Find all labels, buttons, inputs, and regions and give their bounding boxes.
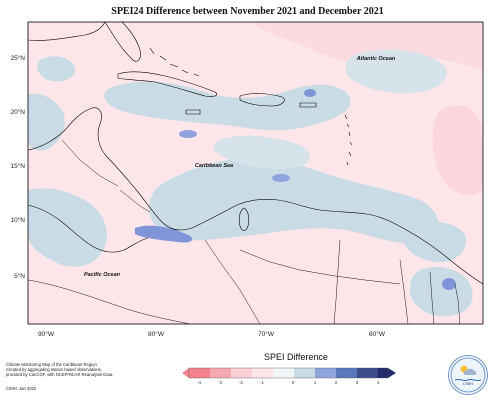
- legend-arrow-left: [182, 368, 189, 378]
- mid-blue-spot-hispaniola: [304, 89, 316, 97]
- blue-patch-greater-antilles: [104, 81, 351, 131]
- coast-jamaica: [185, 109, 201, 115]
- legend-colorbar: [182, 367, 396, 379]
- lon-tick-label: 90°W: [38, 330, 55, 338]
- coast-puerto-rico: [299, 102, 317, 108]
- legend-swatch: [357, 368, 378, 378]
- map-title: SPEI24 Difference between November 2021 …: [111, 6, 384, 17]
- spei-field: [28, 22, 483, 324]
- blue-patch-central-caribbean: [213, 135, 310, 170]
- coast-florida: [104, 22, 141, 62]
- lon-tick-label: 80°W: [148, 330, 165, 338]
- lon-tick-label: 70°W: [258, 330, 275, 338]
- blue-patch-guiana-south: [409, 266, 473, 317]
- lat-tick-label: 20°N: [10, 108, 25, 116]
- lat-tick-label: 5°N: [14, 272, 25, 280]
- logo-text: CIMH: [462, 381, 474, 386]
- lon-axis: 90°W 80°W 70°W 60°W: [38, 330, 386, 338]
- pink-patch-east: [432, 105, 483, 195]
- coast-cuba: [117, 71, 218, 97]
- lat-tick-label: 10°N: [10, 216, 25, 224]
- legend-tick: -2: [239, 380, 243, 385]
- blue-patch-pacific: [28, 188, 107, 267]
- lake-maracaibo: [238, 207, 250, 231]
- lat-tick-label: 25°N: [10, 54, 25, 62]
- mid-blue-spot-caribbean: [272, 174, 290, 182]
- mid-blue-spot-jamaica: [179, 130, 197, 138]
- coast-central-america: [28, 107, 193, 231]
- atlantic-ocean-label: Atlantic Ocean: [356, 56, 396, 62]
- mid-blue-spot-guiana: [442, 278, 456, 290]
- blue-patch-west-gulf: [28, 93, 65, 151]
- lat-axis: 25°N 20°N 15°N 10°N 5°N: [10, 54, 25, 280]
- legend-swatch: [189, 368, 210, 378]
- caribbean-sea-label: Caribbean Sea: [195, 163, 233, 169]
- legend-swatch: [294, 368, 315, 378]
- coast-hispaniola: [239, 93, 285, 107]
- legend-tick: -1: [260, 380, 264, 385]
- blue-patch-guianas: [403, 221, 467, 262]
- legend-tick: 2: [335, 380, 338, 385]
- legend-arrow-right: [388, 368, 396, 378]
- legend-tick: 0: [292, 380, 295, 385]
- legend-swatch: [210, 368, 231, 378]
- blue-patch-caribbean-south: [148, 157, 439, 244]
- legend-swatch: [315, 368, 336, 378]
- legend-tick: 3: [356, 380, 359, 385]
- pink-patch-north: [250, 22, 483, 70]
- legend-title: SPEI Difference: [264, 352, 328, 362]
- credit-line: provided by CariCOF, with NCEP/NCAR Rean…: [6, 372, 114, 378]
- mid-blue-spot-panama: [135, 225, 193, 243]
- legend-swatch: [252, 368, 273, 378]
- legend-swatch: [378, 368, 388, 378]
- map-frame: [27, 21, 484, 325]
- credit-text: Climate Monitoring Map of the Caribbean …: [6, 362, 156, 391]
- lon-tick-label: 60°W: [369, 330, 386, 338]
- legend-swatch: [231, 368, 252, 378]
- lat-tick-label: 15°N: [10, 162, 25, 170]
- credit-line: Created by aggregating station based obs…: [6, 367, 102, 373]
- credit-footer: CIMH: Jan 2022: [6, 385, 37, 391]
- legend-swatch: [336, 368, 357, 378]
- blue-patch-atlantic: [345, 49, 448, 94]
- legend-tick: 4: [377, 380, 380, 385]
- legend-tick: -3: [218, 380, 222, 385]
- logo-icon: [450, 357, 486, 393]
- credit-line: Climate Monitoring Map of the Caribbean …: [6, 362, 98, 367]
- legend-ticks: -4 -3 -2 -1 0 1 2 3 4: [197, 380, 380, 385]
- legend-tick: -4: [197, 380, 201, 385]
- coast-south-america: [191, 198, 483, 285]
- legend-tick: 1: [314, 380, 317, 385]
- coastlines: [28, 22, 483, 324]
- cimh-logo: CIMH: [448, 355, 488, 395]
- legend-swatch: [273, 368, 294, 378]
- pacific-ocean-label: Pacific Ocean: [84, 272, 121, 278]
- blue-patch-gulf-north: [37, 56, 76, 82]
